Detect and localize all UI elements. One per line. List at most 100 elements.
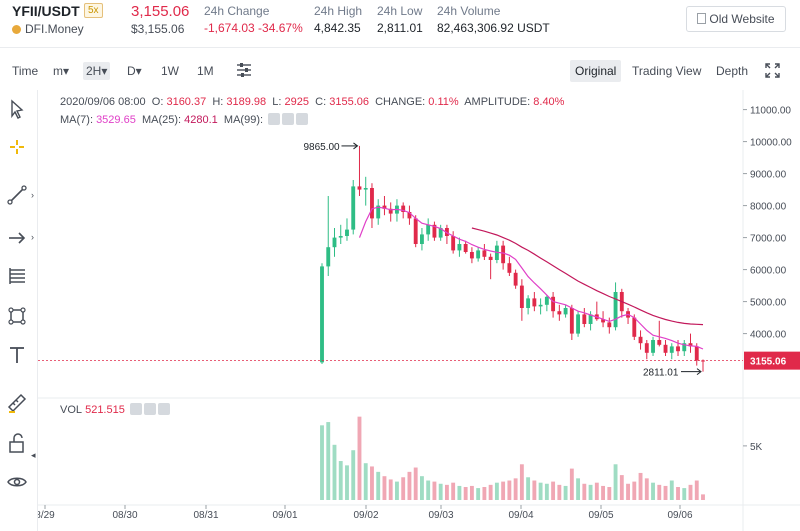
settings-icon[interactable] <box>282 113 295 125</box>
text-icon[interactable] <box>6 344 28 366</box>
volume-bar <box>532 480 537 500</box>
stat-24h-change: 24h Change -1,674.03 -34.67% <box>204 3 303 37</box>
eye-icon[interactable] <box>6 471 28 493</box>
drawing-tools-sidebar: › › ◂ <box>0 90 38 531</box>
time-tick-label: 09/04 <box>508 510 533 521</box>
candle-body <box>582 314 587 324</box>
stat-value: 4,842.35 <box>314 21 361 35</box>
candle-body <box>688 343 693 347</box>
last-price-tag <box>744 351 800 370</box>
interval-day-dropdown[interactable]: D▾ <box>127 64 142 78</box>
indicator-settings-icon[interactable] <box>236 63 252 82</box>
volume-bar <box>557 484 562 500</box>
volume-bar <box>607 487 612 500</box>
volume-bar <box>569 468 574 500</box>
candle-body <box>576 314 581 334</box>
settings-icon[interactable] <box>143 403 156 415</box>
candle-body <box>388 208 393 214</box>
high-label: H: <box>212 96 224 108</box>
price-tick-label: 4000.00 <box>750 330 787 341</box>
fib-levels-icon[interactable] <box>6 265 28 287</box>
crosshair-icon[interactable] <box>6 136 28 158</box>
volume-bar <box>469 485 474 500</box>
cursor-icon[interactable] <box>6 98 28 120</box>
stat-label: 24h High <box>314 4 363 18</box>
info-date: 2020/09/06 08:00 <box>60 96 146 108</box>
candle-body <box>601 319 606 323</box>
expand-arrow-icon[interactable]: ◂ <box>31 450 36 460</box>
high-value: 3189.98 <box>226 96 267 108</box>
close-icon[interactable] <box>157 403 170 415</box>
volume-bar <box>395 481 399 500</box>
lock-icon[interactable] <box>6 432 28 454</box>
arrow-icon[interactable] <box>6 227 28 249</box>
volume-bar <box>669 480 674 500</box>
view-depth-tab[interactable]: Depth <box>716 64 749 78</box>
time-tick-label: 8/29 <box>38 510 55 521</box>
volume-bar <box>619 475 624 500</box>
view-original-tab[interactable]: Original <box>570 60 622 82</box>
candle-body <box>632 317 637 337</box>
chart-canvas[interactable]: 11000.00 10000.00 9000.00 8000.00 7000.00 600… <box>38 90 800 531</box>
volume-bar <box>576 478 581 500</box>
volume-bar <box>338 461 343 500</box>
ruler-icon[interactable] <box>6 392 28 414</box>
ma7-line <box>358 206 704 350</box>
volume-bar <box>544 483 549 500</box>
candle-body <box>682 343 687 352</box>
interval-1w-button[interactable]: 1W <box>161 64 179 78</box>
candle-body <box>357 186 362 190</box>
candle-body <box>482 250 487 257</box>
interval-1m-button[interactable]: 1M <box>197 64 214 78</box>
candle-body <box>419 234 424 244</box>
vol-value: 521.515 <box>85 404 125 416</box>
close-icon[interactable] <box>296 113 309 125</box>
close-value: 3155.06 <box>329 96 369 108</box>
pair-selector[interactable]: YFII/USDT <box>12 3 80 19</box>
hide-eye-icon[interactable] <box>129 403 142 415</box>
hide-eye-icon[interactable] <box>268 113 281 125</box>
volume-bar <box>682 488 687 500</box>
volume-bar <box>494 482 499 500</box>
candle-body <box>320 266 324 363</box>
candle-body <box>376 205 381 219</box>
stat-24h-volume: 24h Volume 82,463,306.92 USDT <box>437 3 550 37</box>
interval-minute-dropdown[interactable]: m▾ <box>53 64 70 78</box>
stat-24h-high: 24h High 4,842.35 <box>314 3 362 37</box>
candle-body <box>669 346 674 353</box>
volume-bar <box>588 484 593 500</box>
interval-2h-dropdown[interactable]: 2H▾ <box>83 62 111 80</box>
candle-body <box>501 245 506 264</box>
volume-bar <box>444 484 449 500</box>
candle-body <box>551 296 556 312</box>
expand-arrow-icon[interactable]: › <box>31 232 34 242</box>
volume-bar <box>626 483 630 500</box>
candlestick-chart[interactable]: 11000.00 10000.00 9000.00 8000.00 7000.00 600… <box>38 90 800 531</box>
change-value: 0.11% <box>428 96 459 108</box>
volume-bar <box>551 481 556 500</box>
candle-body <box>476 250 481 259</box>
low-label: L: <box>272 96 282 108</box>
fullscreen-icon[interactable] <box>765 63 780 83</box>
volume-bar <box>457 485 462 500</box>
time-tick-label: 08/30 <box>112 510 137 521</box>
trend-line-icon[interactable] <box>6 184 28 206</box>
leverage-badge: 5x <box>84 3 103 18</box>
price-tick-label: 5000.00 <box>750 298 787 309</box>
chart-toolbar: Time m▾ 2H▾ D▾ 1W 1M Original Trading Vi… <box>0 58 800 84</box>
volume-bar <box>332 444 337 500</box>
volume-bar <box>651 482 655 500</box>
old-website-button[interactable]: Old Website <box>686 6 786 32</box>
ma7-label: MA(7): <box>60 114 93 126</box>
candle-body <box>338 236 343 238</box>
candle-body <box>519 285 524 308</box>
price-tick-label: 10000.00 <box>750 138 792 149</box>
candle-body <box>382 205 387 209</box>
volume-bar <box>432 481 437 500</box>
expand-arrow-icon[interactable]: › <box>31 190 34 200</box>
view-tradingview-tab[interactable]: Trading View <box>632 64 702 78</box>
ma25-label: MA(25): <box>141 114 182 126</box>
low-value: 2925 <box>284 96 310 108</box>
rectangle-icon[interactable] <box>6 305 28 327</box>
market-header: YFII/USDT 5x DFI.Money 3,155.06 $3,155.0… <box>0 0 800 48</box>
